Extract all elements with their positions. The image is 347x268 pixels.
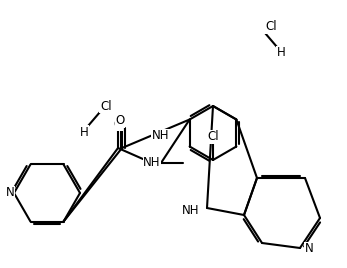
- Text: NH: NH: [181, 204, 199, 218]
- Text: H: H: [277, 47, 285, 59]
- Text: N: N: [6, 187, 14, 199]
- Text: Cl: Cl: [265, 20, 277, 34]
- Text: H: H: [79, 125, 88, 139]
- Text: O: O: [115, 114, 125, 128]
- Text: Cl: Cl: [207, 131, 219, 143]
- Text: O: O: [113, 117, 122, 131]
- Text: NH: NH: [152, 129, 170, 142]
- Text: N: N: [305, 243, 314, 255]
- Text: Cl: Cl: [100, 99, 112, 113]
- Text: NH: NH: [143, 157, 161, 169]
